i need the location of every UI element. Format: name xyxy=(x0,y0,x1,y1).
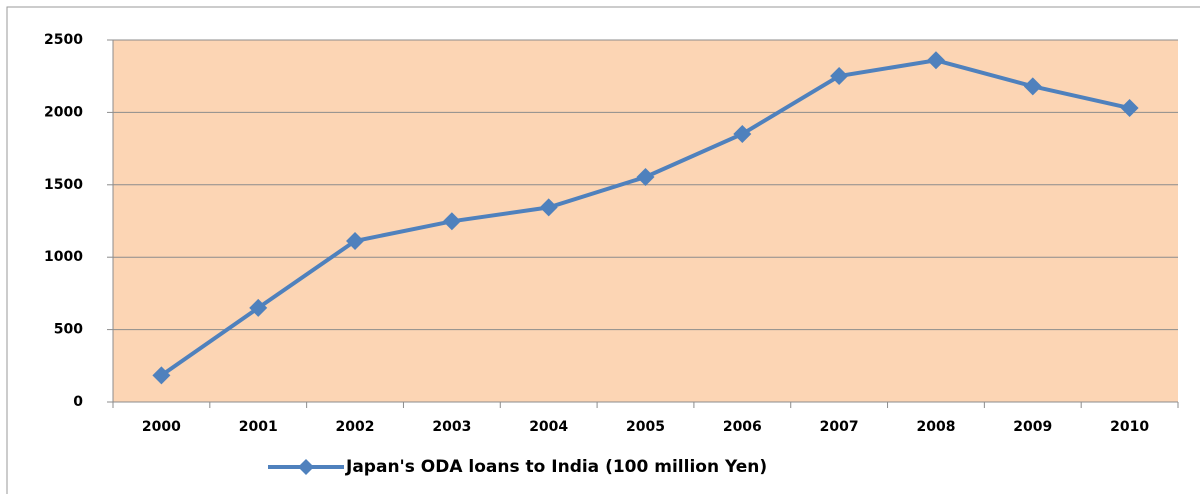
x-tick-label: 2005 xyxy=(626,419,665,435)
y-tick-label: 500 xyxy=(54,322,83,338)
data-point xyxy=(152,366,171,385)
x-tick-label: 2004 xyxy=(529,419,568,435)
data-point xyxy=(346,231,365,250)
y-tick-label: 0 xyxy=(73,394,83,410)
x-tick-label: 2002 xyxy=(336,419,375,435)
y-tick-label: 1000 xyxy=(44,249,83,265)
y-tick-label: 1500 xyxy=(44,177,83,193)
plot-background xyxy=(113,40,1178,402)
y-tick-label: 2500 xyxy=(44,32,83,48)
x-tick-label: 2006 xyxy=(723,419,762,435)
data-point xyxy=(249,298,268,317)
x-tick-label: 2010 xyxy=(1110,419,1149,435)
data-point xyxy=(1120,99,1139,118)
data-point xyxy=(636,167,655,186)
data-point xyxy=(442,212,461,231)
y-tick-label: 2000 xyxy=(44,104,83,120)
x-tick-label: 2003 xyxy=(432,419,471,435)
x-tick-label: 2009 xyxy=(1013,419,1052,435)
x-tick-label: 2008 xyxy=(916,419,955,435)
x-tick-label: 2001 xyxy=(239,419,278,435)
x-tick-label: 2007 xyxy=(820,419,859,435)
data-point xyxy=(830,67,849,86)
data-point xyxy=(539,198,558,217)
data-point xyxy=(1023,77,1042,96)
data-point xyxy=(733,124,752,143)
legend-label: Japan's ODA loans to India (100 million … xyxy=(345,457,767,477)
x-tick-label: 2000 xyxy=(142,419,181,435)
data-point xyxy=(926,51,945,70)
legend-marker xyxy=(298,459,314,475)
